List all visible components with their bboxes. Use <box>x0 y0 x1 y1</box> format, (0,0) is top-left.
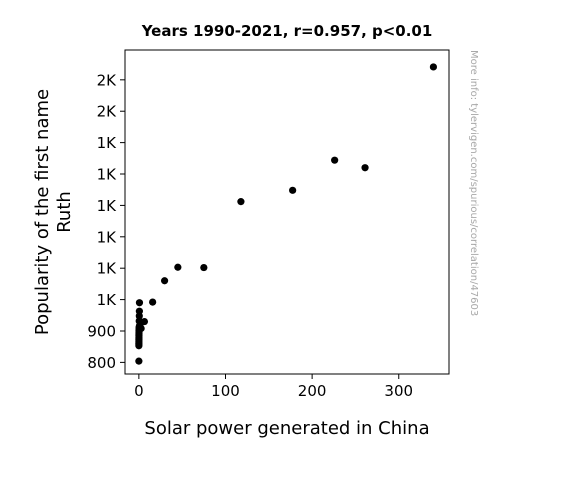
data-point <box>135 299 144 307</box>
source-watermark: More info: tylervigen.com/spurious/corre… <box>468 50 479 316</box>
data-point <box>237 198 245 206</box>
y-tick-label: 1K <box>97 134 118 152</box>
data-point <box>361 164 369 172</box>
y-tick-label: 900 <box>87 322 116 340</box>
y-axis-label-line-1: Popularity of the first name <box>32 89 53 335</box>
data-point <box>174 263 182 271</box>
plot-area-frame <box>124 49 450 375</box>
x-tick-label: 300 <box>384 382 413 400</box>
data-point <box>289 186 297 194</box>
x-tick-label: 200 <box>298 382 327 400</box>
y-axis: 800 900 1K 1K 1K 1K 1K 1K 2K 2K <box>87 71 125 372</box>
data-point <box>140 317 149 326</box>
data-point <box>137 324 145 333</box>
data-point <box>331 156 339 164</box>
x-tick-label: 0 <box>134 382 144 400</box>
x-axis: 0 100 200 300 <box>134 374 413 400</box>
chart-title: Years 1990-2021, r=0.957, p<0.01 <box>141 22 433 40</box>
y-axis-label: Popularity of the first name Ruth <box>32 89 75 335</box>
data-point <box>160 277 169 285</box>
data-point <box>429 63 438 71</box>
y-tick-label: 1K <box>97 228 118 246</box>
data-point <box>149 298 157 306</box>
data-point <box>200 263 208 272</box>
y-tick-label: 1K <box>97 291 118 309</box>
data-point <box>135 357 143 365</box>
data-point <box>135 307 143 315</box>
y-tick-label: 1K <box>97 260 118 278</box>
x-tick-label: 100 <box>211 382 240 400</box>
y-tick-label: 2K <box>97 103 118 121</box>
y-tick-label: 2K <box>97 71 118 89</box>
y-tick-label: 1K <box>97 166 118 184</box>
y-axis-label-line-2: Ruth <box>54 191 75 233</box>
y-tick-label: 800 <box>87 354 116 372</box>
data-points <box>135 63 438 365</box>
x-axis-label: Solar power generated in China <box>144 418 429 439</box>
y-tick-label: 1K <box>97 197 118 215</box>
